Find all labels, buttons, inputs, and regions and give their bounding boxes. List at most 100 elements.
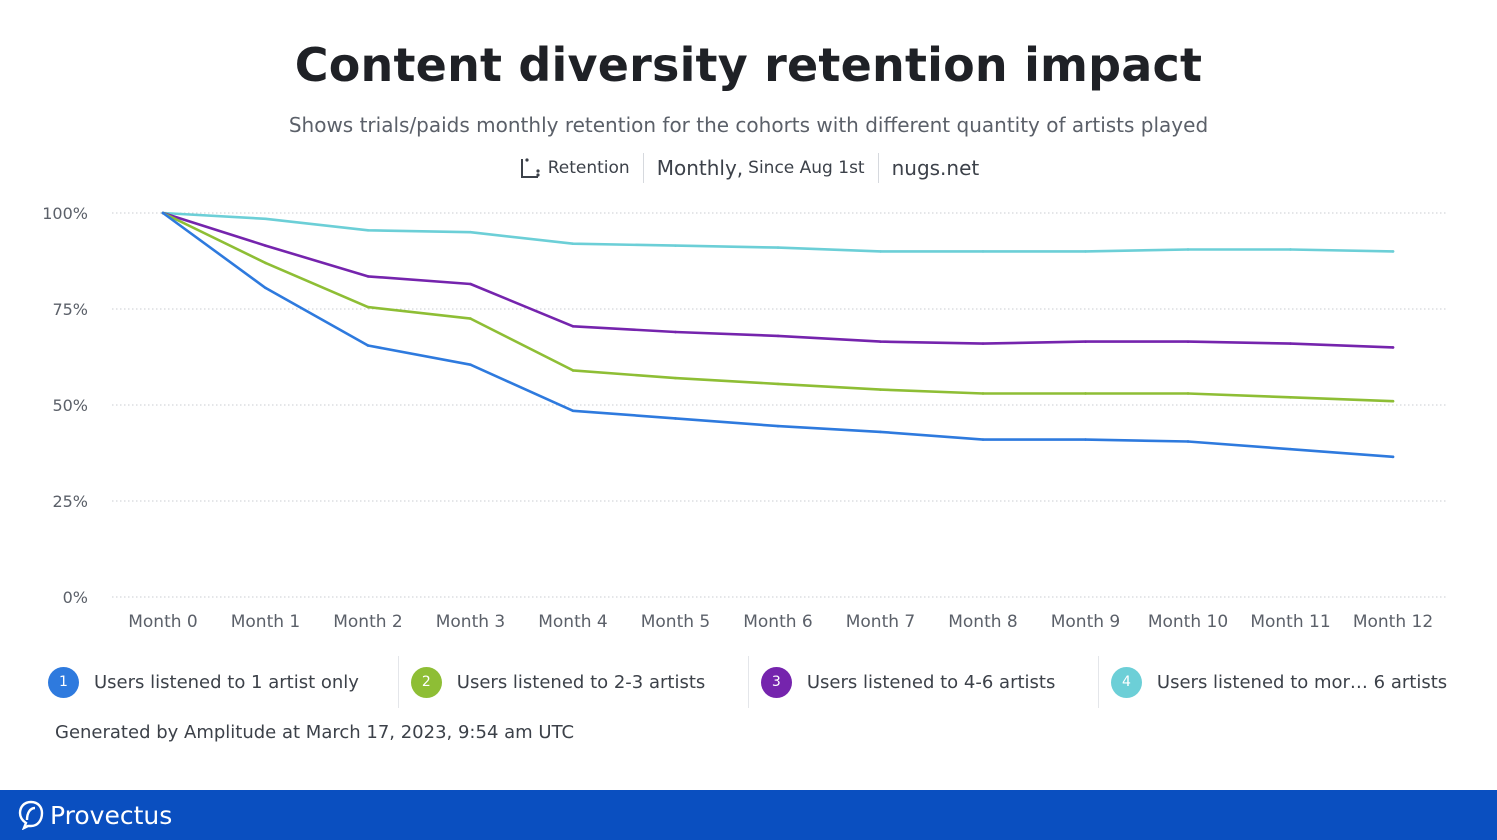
data-point[interactable] [571, 409, 575, 413]
retention-icon [520, 158, 540, 178]
data-point[interactable] [1289, 447, 1292, 451]
brand-name: Provectus [50, 800, 173, 830]
project-selector[interactable]: nugs.net [879, 152, 993, 184]
x-tick-label: Month 1 [231, 612, 301, 632]
data-point[interactable] [1186, 440, 1190, 443]
data-point[interactable] [981, 438, 985, 441]
data-point[interactable] [879, 388, 882, 391]
data-point[interactable] [879, 340, 882, 343]
x-tick-label: Month 8 [948, 612, 1018, 632]
chart-meta-bar: Retention Monthly, Since Aug 1st nugs.ne… [0, 152, 1497, 184]
data-point[interactable] [1186, 340, 1190, 343]
data-point[interactable] [1391, 399, 1395, 403]
data-point[interactable] [674, 244, 677, 247]
x-tick-label: Month 4 [538, 612, 608, 632]
legend-item-3[interactable]: 3 Users listened to 4-6 artists [747, 656, 1098, 708]
legend-item-4[interactable]: 4 Users listened to mor… 6 artists [1097, 656, 1448, 708]
data-point[interactable] [1391, 455, 1395, 459]
since-label: Since Aug 1st [748, 158, 865, 178]
legend-badge: 2 [410, 666, 442, 698]
data-point[interactable] [469, 230, 472, 234]
data-point[interactable] [674, 376, 677, 380]
legend-label: Users listened to 2-3 artists [456, 671, 706, 693]
data-point[interactable] [264, 261, 267, 265]
interval-selector[interactable]: Monthly, Since Aug 1st [644, 152, 878, 184]
data-point[interactable] [366, 228, 370, 232]
data-point[interactable] [469, 317, 472, 320]
provectus-logo-icon [18, 800, 44, 830]
data-point[interactable] [264, 244, 267, 247]
data-point[interactable] [879, 250, 882, 253]
x-tick-label: Month 3 [436, 612, 506, 632]
generated-footnote: Generated by Amplitude at March 17, 2023… [55, 722, 575, 743]
data-point[interactable] [981, 250, 985, 253]
legend-label: Users listened to 1 artist only [94, 671, 359, 693]
x-tick-label: Month 2 [333, 612, 403, 632]
data-point[interactable] [776, 382, 780, 386]
data-point[interactable] [1391, 346, 1395, 349]
data-point[interactable] [1186, 392, 1190, 395]
retention-line-chart: 0% 25% 50% 75% 100% Month 0 Month 1 Month 2 Mont… [42, 204, 1446, 632]
legend-badge: 3 [760, 666, 792, 698]
data-point[interactable] [981, 342, 985, 345]
retention-label: Retention [547, 158, 630, 178]
x-tick-label: Month 12 [1353, 612, 1433, 632]
data-point[interactable] [161, 211, 165, 215]
provectus-logo[interactable]: Provectus [18, 800, 172, 830]
data-point[interactable] [674, 417, 677, 420]
data-point[interactable] [571, 369, 575, 372]
data-point[interactable] [366, 275, 370, 278]
retention-type[interactable]: Retention [505, 152, 643, 184]
data-point[interactable] [366, 344, 370, 347]
y-tick-label: 100% [42, 204, 88, 223]
x-tick-label: Month 10 [1148, 612, 1228, 632]
x-tick-label: Month 7 [846, 612, 916, 632]
data-point[interactable] [469, 282, 472, 286]
interval-label: Monthly, [656, 156, 744, 180]
data-point[interactable] [469, 363, 472, 366]
chart-title: Content diversity retention impact [294, 38, 1203, 92]
series-line-2[interactable] [161, 211, 1395, 403]
data-point[interactable] [264, 286, 267, 290]
data-point[interactable] [1289, 342, 1292, 345]
y-tick-label: 50% [52, 396, 88, 415]
project-label: nugs.net [891, 156, 980, 180]
x-tick-label: Month 6 [743, 612, 813, 632]
y-tick-label: 25% [52, 492, 88, 511]
data-point[interactable] [1084, 340, 1087, 343]
data-point[interactable] [776, 334, 780, 338]
data-point[interactable] [981, 392, 985, 395]
chart-legend: 1 Users listened to 1 artist only 2 Users l… [48, 656, 1448, 708]
data-point[interactable] [1084, 392, 1087, 395]
footer-bar: Provectus [0, 790, 1497, 840]
series-line-3[interactable] [161, 211, 1395, 349]
data-point[interactable] [1186, 248, 1190, 251]
x-tick-label: Month 11 [1250, 612, 1330, 632]
data-point[interactable] [1084, 250, 1087, 253]
data-point[interactable] [1289, 248, 1292, 251]
series-line-4[interactable] [161, 211, 1395, 253]
legend-badge: 4 [1110, 666, 1142, 698]
data-point[interactable] [1391, 250, 1395, 253]
data-point[interactable] [1289, 396, 1292, 399]
data-point[interactable] [879, 430, 882, 434]
data-point[interactable] [571, 324, 575, 328]
data-point[interactable] [674, 330, 677, 334]
legend-badge: 1 [48, 666, 79, 698]
data-point[interactable] [776, 424, 780, 428]
data-point[interactable] [776, 246, 780, 249]
x-tick-label: Month 9 [1051, 612, 1121, 632]
data-point[interactable] [1084, 438, 1087, 441]
y-tick-label: 75% [52, 300, 88, 319]
x-tick-label: Month 0 [128, 612, 198, 632]
legend-label: Users listened to mor… 6 artists [1156, 671, 1448, 693]
data-point[interactable] [571, 242, 575, 246]
data-point[interactable] [366, 305, 370, 309]
legend-item-1[interactable]: 1 Users listened to 1 artist only [48, 656, 398, 708]
legend-label: Users listened to 4-6 artists [806, 671, 1056, 693]
chart-subtitle: Shows trials/paids monthly retention for… [288, 113, 1209, 137]
data-point[interactable] [264, 217, 267, 221]
x-tick-label: Month 5 [641, 612, 711, 632]
y-tick-label: 0% [63, 588, 88, 607]
legend-item-2[interactable]: 2 Users listened to 2-3 artists [397, 656, 748, 708]
